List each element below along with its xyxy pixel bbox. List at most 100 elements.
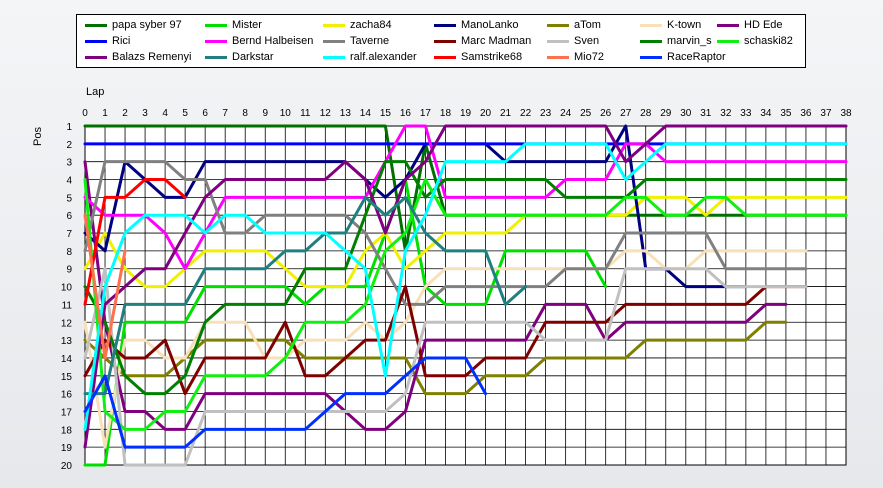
- legend-swatch: [85, 23, 107, 27]
- legend-swatch: [547, 39, 569, 43]
- legend-label: aTom: [574, 19, 601, 31]
- x-tick-label: 11: [300, 108, 311, 119]
- legend-item: marvin_s: [640, 33, 712, 49]
- series-line: [83, 142, 848, 431]
- series-line: [83, 213, 127, 360]
- x-tick-label: 38: [840, 108, 852, 119]
- x-tick-label: 35: [780, 108, 792, 119]
- y-tick-label: 17: [61, 407, 73, 418]
- legend-item: Mister: [205, 17, 262, 33]
- x-tick-label: 34: [760, 108, 772, 119]
- legend-item: Darkstar: [205, 49, 274, 65]
- legend-label: Darkstar: [232, 51, 274, 63]
- x-tick-label: 13: [340, 108, 352, 119]
- series-line: [83, 356, 488, 449]
- x-tick-label: 2: [122, 108, 128, 119]
- legend-swatch: [717, 23, 739, 27]
- x-tick-label: 18: [440, 108, 452, 119]
- legend-swatch: [640, 23, 662, 27]
- legend-item: Balazs Remenyi: [85, 49, 191, 65]
- y-tick-label: 2: [66, 140, 72, 151]
- series-line: [83, 267, 808, 467]
- x-tick-label: 6: [202, 108, 208, 119]
- legend-swatch: [85, 55, 107, 59]
- y-tick-label: 12: [61, 318, 73, 329]
- y-tick-label: 6: [66, 211, 72, 222]
- y-tick-label: 13: [61, 336, 73, 347]
- legend-label: ManoLanko: [461, 19, 519, 31]
- x-tick-label: 29: [660, 108, 672, 119]
- x-tick-label: 31: [700, 108, 712, 119]
- series-line: [83, 124, 848, 449]
- y-tick-label: 3: [66, 158, 72, 169]
- x-tick-label: 30: [680, 108, 692, 119]
- x-tick-label: 32: [720, 108, 732, 119]
- legend-swatch: [640, 55, 662, 59]
- legend-label: RaceRaptor: [667, 51, 726, 63]
- series-line: [83, 195, 848, 289]
- y-tick-label: 11: [62, 300, 73, 311]
- legend-label: K-town: [667, 19, 702, 31]
- legend: papa syber 97 Mister zacha84 ManoLanko aTom K…: [76, 14, 806, 68]
- legend-label: papa syber 97: [112, 19, 182, 31]
- legend-item: Mio72: [547, 49, 604, 65]
- legend-swatch: [717, 39, 739, 43]
- y-axis-title: Pos: [32, 127, 44, 146]
- y-tick-label: 14: [61, 354, 73, 365]
- legend-swatch: [323, 23, 345, 27]
- series-line: [83, 178, 848, 431]
- legend-label: Marc Madman: [461, 35, 532, 47]
- legend-item: Rici: [85, 33, 130, 49]
- y-tick-label: 16: [61, 390, 73, 401]
- x-tick-label: 19: [460, 108, 472, 119]
- legend-swatch: [205, 39, 227, 43]
- y-tick-label: 9: [66, 265, 72, 276]
- legend-item: ralf.alexander: [323, 49, 417, 65]
- legend-swatch: [323, 55, 345, 59]
- legend-label: Mister: [232, 19, 262, 31]
- legend-label: Rici: [112, 35, 131, 47]
- x-tick-label: 9: [262, 108, 268, 119]
- legend-item: aTom: [547, 17, 601, 33]
- legend-swatch: [205, 23, 227, 27]
- legend-swatch: [434, 23, 456, 27]
- x-tick-label: 3: [142, 108, 148, 119]
- legend-label: Taverne: [350, 35, 390, 47]
- y-tick-label: 19: [61, 443, 73, 454]
- legend-label: Samstrike68: [461, 51, 523, 63]
- legend-item: zacha84: [323, 17, 392, 33]
- y-tick-label: 18: [61, 425, 73, 436]
- legend-label: Bernd Halbeisen: [232, 35, 314, 47]
- y-tick-label: 8: [66, 247, 72, 258]
- y-tick-label: 20: [61, 461, 73, 472]
- x-tick-label: 20: [480, 108, 492, 119]
- legend-swatch: [205, 55, 227, 59]
- x-tick-label: 15: [380, 108, 392, 119]
- series-line: [83, 160, 808, 306]
- x-tick-label: 14: [360, 108, 372, 119]
- legend-item: ManoLanko: [434, 17, 519, 33]
- x-tick-label: 23: [540, 108, 552, 119]
- legend-label: HD Ede: [744, 19, 783, 31]
- legend-swatch: [547, 55, 569, 59]
- legend-item: Taverne: [323, 33, 389, 49]
- x-tick-label: 25: [580, 108, 592, 119]
- legend-item: Marc Madman: [434, 33, 531, 49]
- x-tick-label: 36: [800, 108, 812, 119]
- y-tick-label: 5: [66, 193, 72, 204]
- series-line: [83, 178, 187, 306]
- legend-label: schaski82: [744, 35, 793, 47]
- legend-item: Sven: [547, 33, 599, 49]
- x-tick-label: 26: [600, 108, 612, 119]
- x-tick-label: 37: [820, 108, 832, 119]
- legend-label: ralf.alexander: [350, 51, 417, 63]
- x-tick-label: 17: [420, 108, 432, 119]
- y-tick-label: 4: [66, 176, 72, 187]
- y-tick-label: 1: [66, 122, 72, 133]
- x-tick-label: 33: [740, 108, 752, 119]
- x-tick-label: 28: [640, 108, 652, 119]
- legend-label: Balazs Remenyi: [112, 51, 192, 63]
- x-tick-label: 1: [102, 108, 108, 119]
- x-axis-title: Lap: [86, 86, 105, 98]
